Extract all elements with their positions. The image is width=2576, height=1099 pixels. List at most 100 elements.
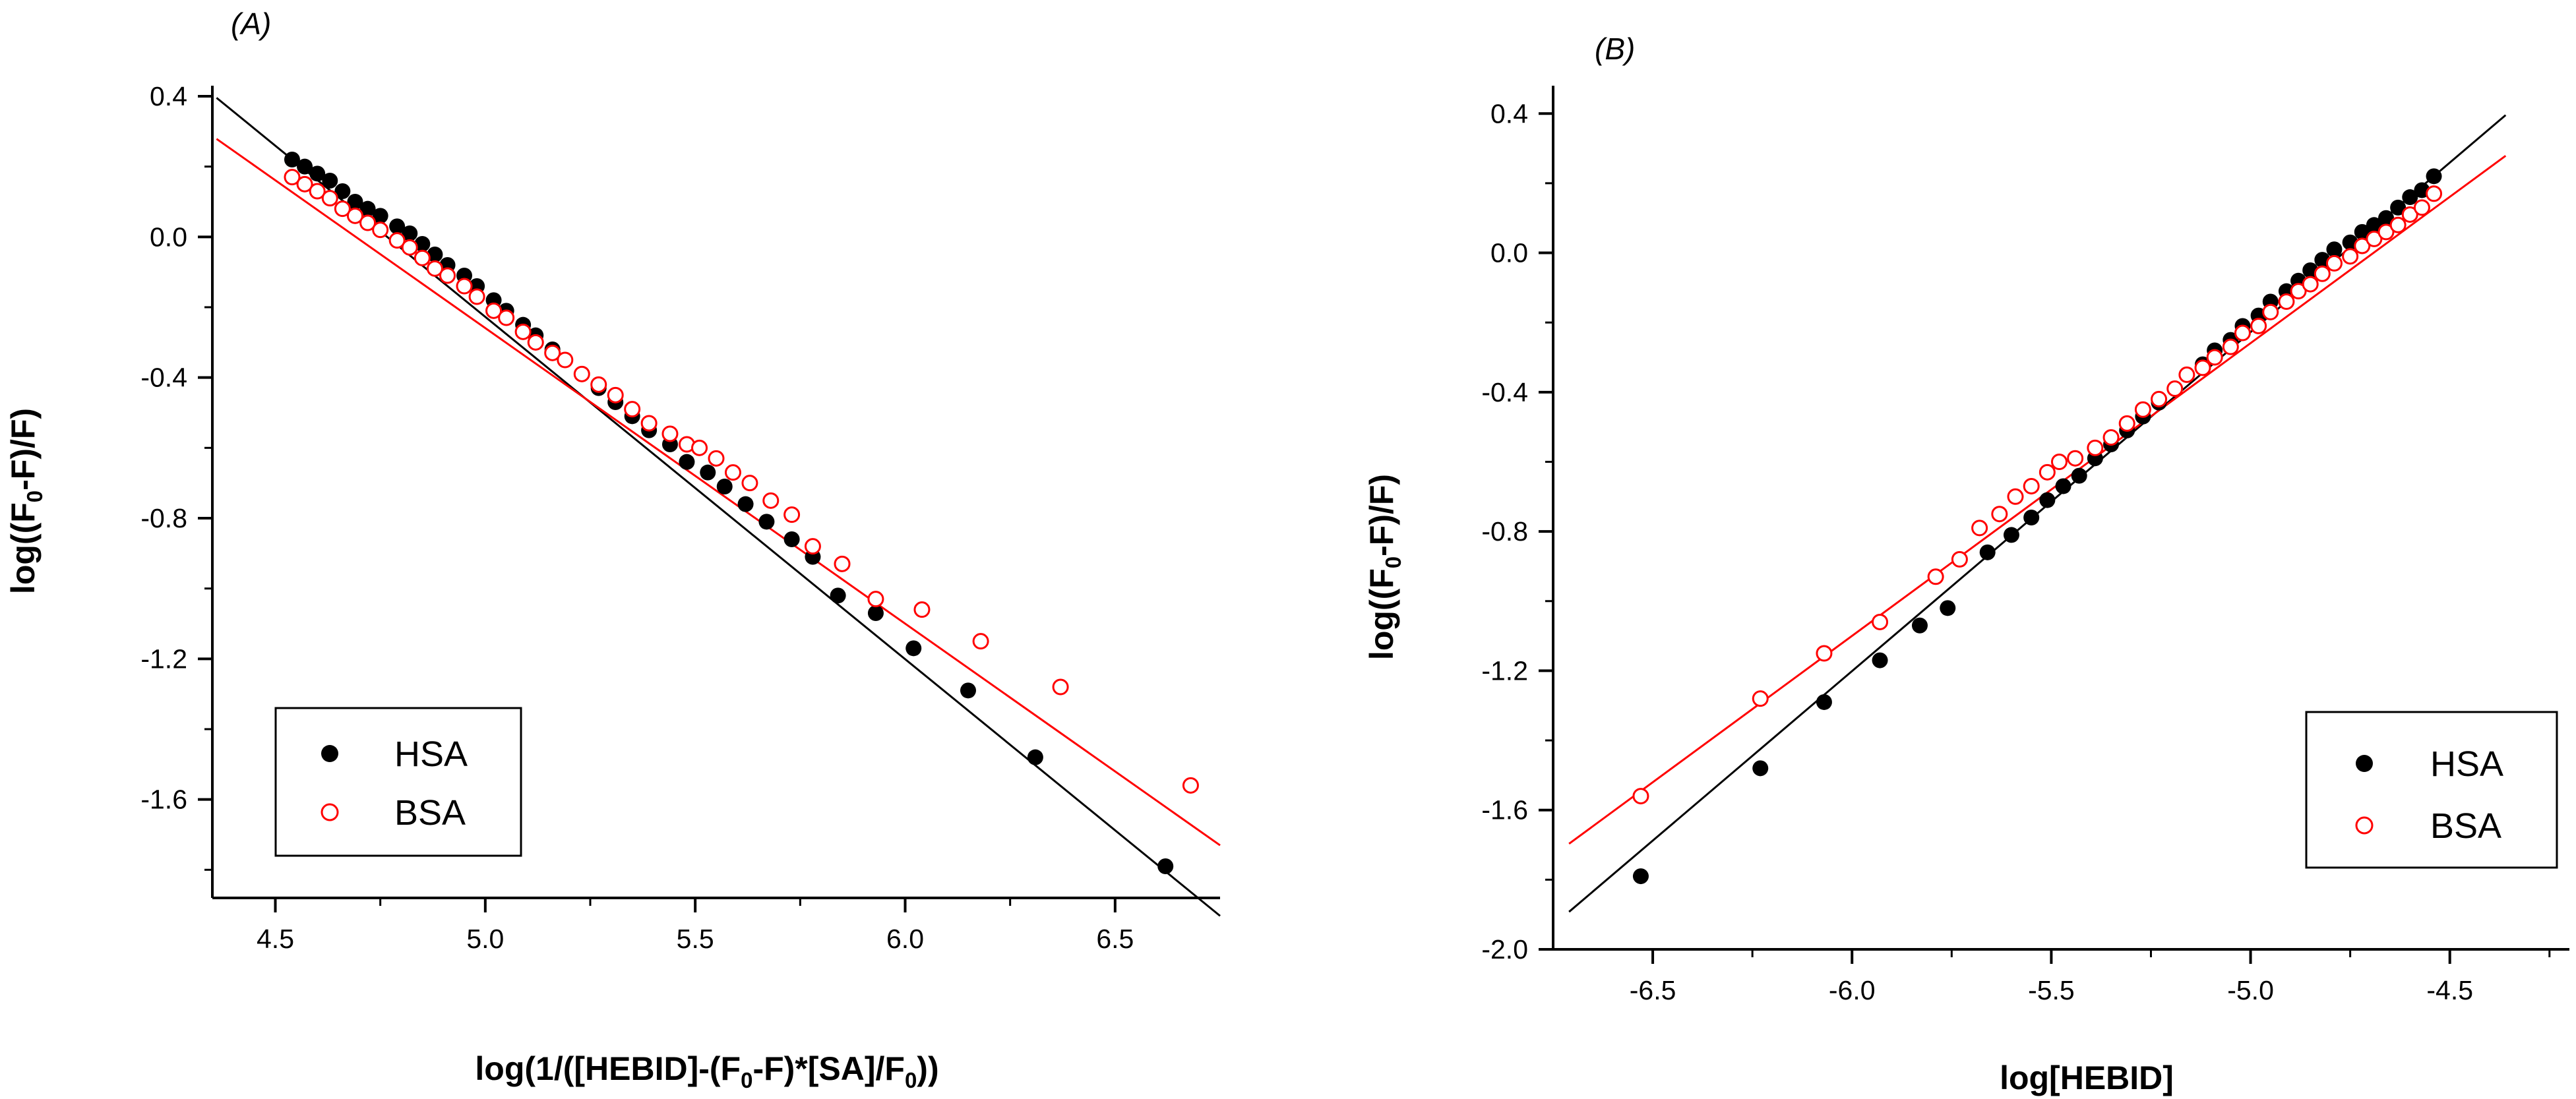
y-tick-label: -0.4 — [1481, 377, 1528, 407]
data-point-bsa — [2278, 293, 2295, 310]
x-tick-label: 6.5 — [1096, 924, 1134, 954]
data-point-hsa — [322, 173, 338, 189]
panel-b-label: (B) — [1595, 32, 1635, 66]
data-point-bsa — [372, 222, 389, 239]
y-tick-label: -2.0 — [1481, 934, 1528, 965]
y-tick-label: -1.2 — [1481, 655, 1528, 686]
panel-a-points — [284, 152, 1199, 874]
data-point-bsa — [1991, 506, 2008, 523]
data-point-bsa — [346, 207, 363, 224]
data-point-bsa — [527, 334, 544, 351]
y-tick-label: 0.0 — [1490, 238, 1528, 268]
data-point-bsa — [309, 183, 326, 200]
data-point-bsa — [2039, 463, 2056, 481]
data-point-bsa — [2178, 366, 2195, 383]
data-point-bsa — [2118, 415, 2135, 432]
data-point-bsa — [724, 464, 741, 481]
data-point-bsa — [1182, 777, 1199, 794]
panel-a-axes: 4.5 5.0 5.5 6.0 6.5 0.4 0.0 -0.4 -0.8 -1.2 -1.6 — [140, 81, 1220, 954]
fit-line-bsa — [1568, 155, 2507, 845]
y-tick-label: -0.8 — [140, 503, 187, 533]
data-point-hsa — [1157, 858, 1174, 874]
data-point-bsa — [321, 190, 338, 207]
data-point-hsa — [2003, 527, 2019, 543]
y-tick-label: 0.4 — [150, 81, 187, 111]
data-point-bsa — [2234, 324, 2251, 342]
y-tick-label: -1.6 — [1481, 795, 1528, 825]
data-point-bsa — [2325, 254, 2343, 272]
panel-b: (B) -6.5 -6.0 -5.5 -5.0 -4.5 0.4 0.0 -0.4 -0.8 -1… — [1363, 32, 2569, 1096]
data-point-hsa — [284, 152, 300, 167]
data-point-bsa — [2401, 206, 2418, 223]
x-tick-label: 4.5 — [257, 924, 294, 954]
data-point-bsa — [296, 175, 313, 193]
data-point-bsa — [2389, 216, 2407, 233]
data-point-hsa — [679, 454, 695, 470]
data-point-bsa — [573, 365, 590, 382]
data-point-bsa — [913, 601, 931, 618]
data-point-hsa — [830, 587, 846, 604]
data-point-bsa — [2007, 488, 2024, 505]
x-tick-label: 6.0 — [886, 924, 924, 954]
y-title-part: log((F — [1363, 568, 1400, 660]
y-tick-label: -0.4 — [140, 363, 187, 393]
y-tick-label: -1.6 — [140, 785, 187, 815]
y-title-part: -F)/F) — [1363, 474, 1400, 556]
data-point-hsa — [758, 514, 775, 530]
panel-a-legend: HSA BSA — [274, 707, 522, 857]
data-point-bsa — [1052, 678, 1069, 696]
data-point-bsa — [468, 288, 485, 305]
data-point-bsa — [2342, 248, 2359, 265]
y-title-part: -F)/F) — [5, 408, 42, 490]
data-point-bsa — [2354, 237, 2371, 254]
y-tick-label: 0.0 — [150, 222, 187, 252]
data-point-bsa — [514, 323, 532, 340]
x-title-subscript: 0 — [905, 1068, 917, 1092]
x-title-part: log[HEBID] — [2000, 1059, 2174, 1096]
data-point-bsa — [2102, 429, 2120, 446]
data-point-hsa — [2378, 210, 2395, 226]
data-point-hsa — [1816, 694, 1832, 710]
data-point-hsa — [2390, 199, 2407, 216]
panel-b-x-axis-title: log[HEBID] — [2000, 1059, 2174, 1096]
data-point-bsa — [1971, 520, 1988, 537]
x-title-subscript: 0 — [741, 1068, 752, 1092]
data-point-bsa — [624, 401, 641, 418]
data-point-hsa — [309, 165, 326, 182]
panel-b-y-axis-title: log((F0-F)/F) — [1363, 474, 1405, 660]
data-point-hsa — [700, 464, 716, 481]
data-point-hsa — [2426, 168, 2442, 185]
data-point-hsa — [359, 200, 376, 217]
data-point-hsa — [2366, 217, 2382, 233]
data-point-hsa — [402, 225, 418, 241]
data-point-bsa — [414, 249, 431, 266]
data-point-bsa — [2314, 265, 2331, 282]
data-point-hsa — [716, 479, 733, 494]
data-point-bsa — [972, 633, 989, 650]
data-point-hsa — [2023, 510, 2040, 525]
panel-a: (A) 4.5 5.0 5.5 6.0 6.5 0.4 0.0 -0.4 -0.8 -1.2 -1.… — [5, 7, 1221, 1092]
data-point-hsa — [960, 682, 976, 699]
data-point-bsa — [2151, 390, 2168, 407]
x-tick-label: 5.5 — [677, 924, 714, 954]
data-point-bsa — [2206, 349, 2223, 366]
data-point-bsa — [1927, 568, 1944, 585]
data-point-hsa — [905, 640, 922, 657]
data-point-bsa — [1632, 788, 1649, 805]
fit-line-bsa — [216, 138, 1221, 847]
data-point-bsa — [741, 475, 758, 492]
y-tick-label: 0.4 — [1490, 98, 1528, 129]
data-point-hsa — [867, 605, 884, 621]
panel-b-points — [1632, 168, 2443, 885]
panel-a-label: (A) — [231, 7, 271, 41]
data-point-bsa — [2302, 276, 2319, 293]
data-point-hsa — [1632, 868, 1649, 885]
data-point-bsa — [834, 555, 851, 572]
data-point-hsa — [347, 194, 363, 210]
data-point-bsa — [439, 267, 456, 284]
x-tick-label: -4.5 — [2426, 975, 2473, 1005]
legend-label-hsa: HSA — [394, 734, 468, 774]
data-point-bsa — [359, 214, 377, 231]
data-point-bsa — [2023, 477, 2040, 494]
